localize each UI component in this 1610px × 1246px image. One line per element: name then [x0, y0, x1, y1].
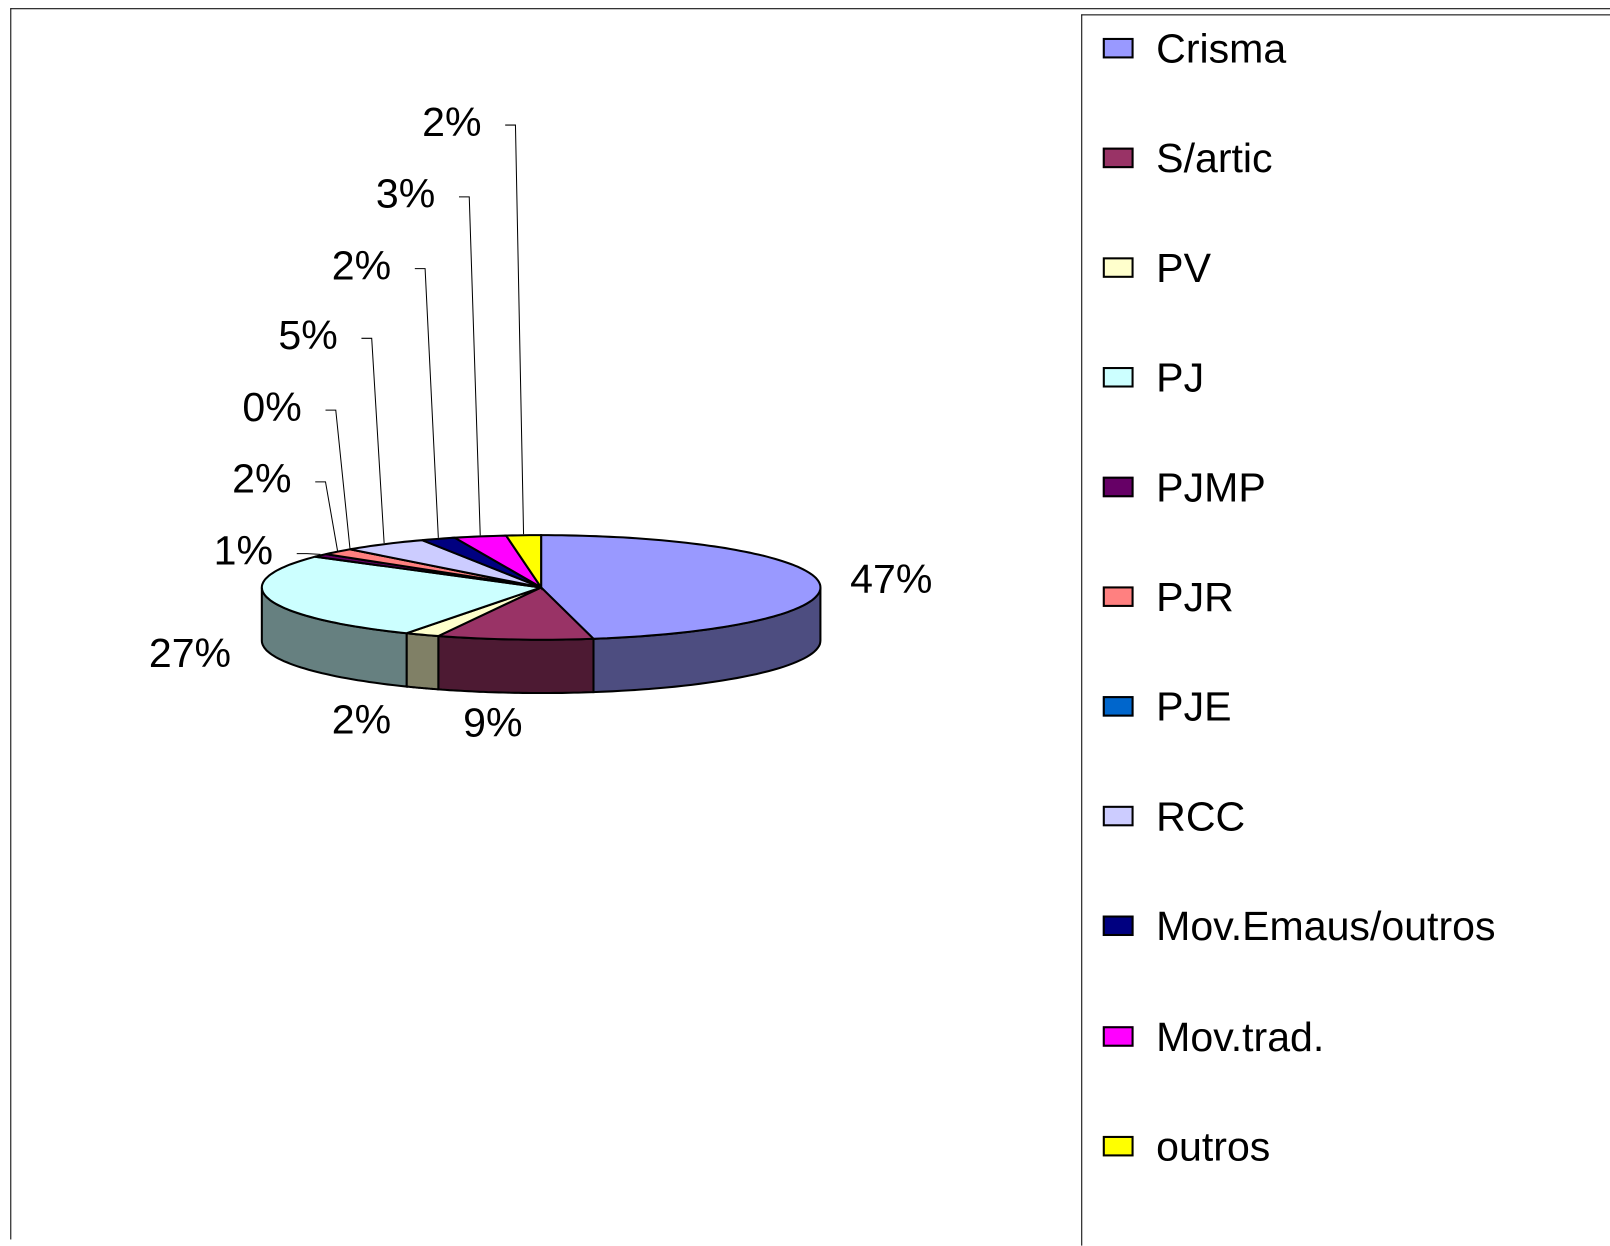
legend-swatch: [1102, 257, 1134, 278]
legend-swatch: [1102, 367, 1134, 388]
leader-line: [458, 196, 481, 536]
slice: [434, 586, 596, 641]
legend-label: Crisma: [1156, 26, 1287, 72]
slice: [540, 534, 822, 640]
leader-line: [414, 268, 439, 538]
legend-label: RCC: [1156, 794, 1246, 840]
pie-area: 47% 9% 2% 27% 1% 2% 0% 5% 2% 3% 2%: [149, 99, 932, 746]
legend-label: PJR: [1156, 575, 1234, 621]
legend-label: PJMP: [1156, 465, 1266, 511]
legend-swatch: [1102, 37, 1134, 59]
data-label: 27%: [149, 630, 231, 676]
leader-line: [361, 337, 385, 544]
legend-label: Mov.trad.: [1156, 1014, 1325, 1061]
legend-swatch: [1102, 476, 1134, 498]
slice: [349, 539, 542, 589]
leader-line: [296, 553, 321, 555]
data-label: 47%: [850, 556, 932, 602]
leader-line: [315, 481, 339, 551]
slice: [451, 534, 542, 589]
leader-line: [505, 124, 525, 535]
legend-swatch: [1102, 696, 1134, 717]
chart-frame: [10, 8, 1610, 1240]
legend-label: Mov.Emaus/outros: [1156, 904, 1496, 950]
slice: [260, 555, 542, 635]
legend-label: PV: [1156, 246, 1211, 292]
slice-side: [405, 632, 440, 691]
legend-label: PJ: [1156, 355, 1205, 401]
slice: [504, 534, 543, 591]
legend: Crisma S/artic PV PJ PJMP PJR PJE RCC Mov.Emaus/…: [1081, 14, 1610, 1246]
data-label: 1%: [214, 527, 273, 573]
leader-line: [325, 409, 351, 549]
data-label: 9%: [463, 700, 522, 746]
legend-swatch: [1102, 1026, 1134, 1047]
chart: 47% 9% 2% 27% 1% 2% 0% 5% 2% 3% 2% Crisma S/artic PV…: [10, 8, 1610, 1246]
data-label: 2%: [332, 697, 391, 743]
legend-swatch: [1102, 915, 1134, 937]
data-label: 5%: [278, 312, 337, 358]
legend-label: PJE: [1156, 684, 1232, 730]
data-label: 2%: [422, 99, 481, 145]
legend-swatch: [1102, 586, 1134, 607]
data-label: 0%: [242, 384, 301, 430]
slice-side: [437, 634, 595, 695]
data-label: 3%: [376, 171, 435, 217]
legend-swatch: [1102, 1135, 1134, 1157]
legend-label: S/artic: [1156, 136, 1273, 182]
legend-label: outros: [1156, 1124, 1271, 1170]
slice: [325, 548, 542, 589]
legend-swatch: [1102, 805, 1134, 827]
legend-swatch: [1102, 147, 1134, 169]
data-label: 2%: [332, 242, 391, 288]
data-label: 2%: [232, 456, 291, 502]
